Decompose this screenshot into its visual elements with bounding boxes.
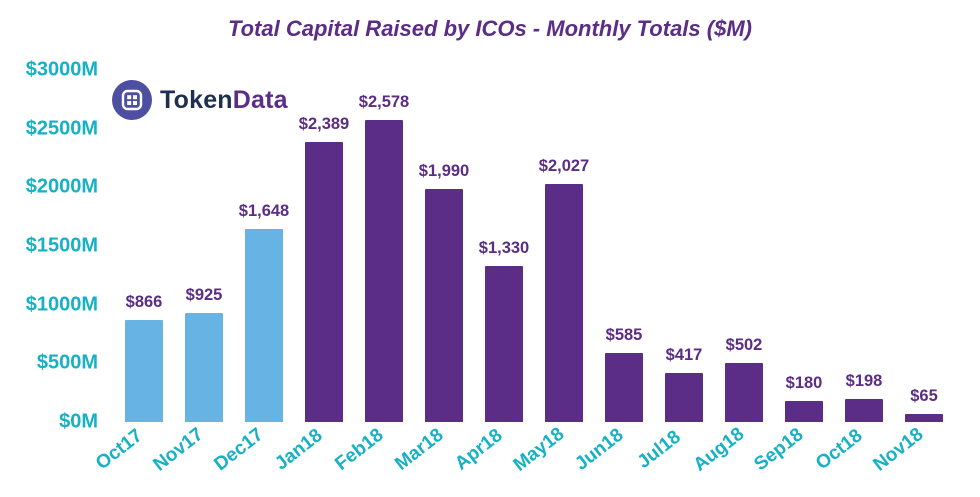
bar-value-label: $502	[725, 336, 763, 355]
bar-oct18	[845, 398, 883, 422]
bar-slot: $2,578	[354, 93, 414, 422]
bar-value-label: $198	[845, 371, 883, 390]
logo-text-token: Token	[160, 85, 233, 114]
bar-mar18	[425, 188, 463, 422]
bar-jun18	[605, 353, 643, 422]
bar-value-label: $2,578	[358, 92, 410, 111]
chart-body: $3000M $2500M $2000M $1500M $1000M $500M $0M T…	[0, 59, 980, 433]
x-axis: Oct17 Nov17 Dec17 Jan18 Feb18 Mar18 Apr18 May18…	[92, 422, 960, 492]
bars-area: $866 $925 $1,648 $2,389 $2,578 $1,990 $1,330 $2…	[108, 70, 960, 422]
x-tick-slot: Nov18	[870, 422, 954, 492]
bar-may18	[545, 184, 583, 422]
y-tick-label: $2500M	[25, 117, 98, 140]
plot-area: TokenData $866 $925 $1,648 $2,389 $2,578 $1,9…	[108, 70, 960, 422]
bar-value-label: $65	[910, 387, 938, 406]
chart-title: Total Capital Raised by ICOs - Monthly T…	[228, 16, 752, 41]
bar-value-label: $1,330	[478, 238, 530, 257]
bar-aug18	[725, 363, 763, 422]
bar-slot: $2,389	[294, 115, 354, 422]
bar-sep18	[785, 400, 823, 422]
y-tick-label: $3000M	[25, 58, 98, 81]
bar-slot: $65	[894, 387, 954, 422]
bar-feb18	[365, 119, 403, 422]
bar-value-label: $180	[785, 373, 823, 392]
bar-dec17	[245, 228, 283, 422]
y-tick-label: $1000M	[25, 293, 98, 316]
bar-slot: $1,990	[414, 162, 474, 422]
bar-slot: $198	[834, 372, 894, 422]
bar-slot: $1,648	[234, 202, 294, 422]
bar-slot: $585	[594, 326, 654, 422]
tokendata-logo-text: TokenData	[160, 86, 288, 115]
bar-value-label: $866	[125, 293, 163, 312]
bar-value-label: $1,648	[238, 201, 290, 220]
bar-value-label: $585	[605, 326, 643, 345]
bar-slot: $866	[114, 293, 174, 422]
bar-value-label: $2,389	[298, 114, 350, 133]
bar-slot: $417	[654, 346, 714, 422]
bar-slot: $2,027	[534, 157, 594, 422]
bar-oct17	[125, 320, 163, 422]
y-tick-label: $0M	[59, 410, 98, 433]
tokendata-logo: TokenData	[112, 80, 288, 120]
bar-slot: $180	[774, 374, 834, 422]
y-tick-label: $1500M	[25, 234, 98, 257]
bar-slot: $502	[714, 336, 774, 422]
bar-value-label: $2,027	[538, 157, 590, 176]
y-tick-label: $500M	[36, 351, 98, 374]
y-tick-label: $2000M	[25, 175, 98, 198]
bar-value-label: $925	[185, 286, 223, 305]
bar-nov18	[905, 414, 943, 422]
bar-slot: $1,330	[474, 239, 534, 422]
tokendata-logo-icon	[112, 80, 152, 120]
bar-nov17	[185, 313, 223, 422]
bar-slot: $925	[174, 286, 234, 422]
bar-apr18	[485, 265, 523, 422]
bar-value-label: $417	[665, 346, 703, 365]
bar-jan18	[305, 141, 343, 422]
bar-value-label: $1,990	[418, 161, 470, 180]
bar-jul18	[665, 373, 703, 422]
y-axis: $3000M $2500M $2000M $1500M $1000M $500M $0M	[0, 59, 108, 433]
logo-text-data: Data	[232, 85, 288, 114]
